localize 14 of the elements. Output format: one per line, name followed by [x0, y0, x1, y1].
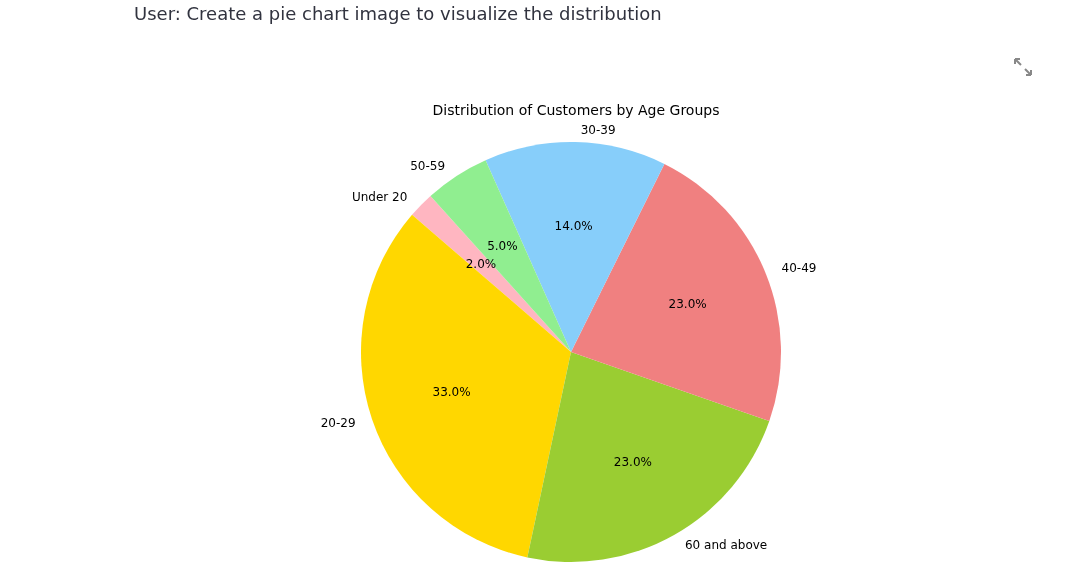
data-label: 2.0% — [465, 256, 497, 271]
data-label: 14.0% — [554, 219, 593, 234]
slice-label: 30-39 — [580, 123, 616, 138]
slice-label: Under 20 — [351, 189, 408, 204]
data-label: 5.0% — [487, 239, 518, 254]
slice-label: 20-29 — [320, 415, 356, 430]
slice-label: 50-59 — [410, 158, 446, 173]
slice-label: 40-49 — [781, 261, 817, 276]
data-label: 23.0% — [668, 297, 707, 312]
slice-label: 60 and above — [684, 538, 768, 553]
text: User: Create a pie chart image to visualize the distribution — [134, 2, 662, 24]
data-label: 23.0% — [613, 454, 652, 469]
data-label: 33.0% — [432, 385, 471, 400]
chart-title: Distribution of Customers by Age Groups — [432, 102, 720, 118]
